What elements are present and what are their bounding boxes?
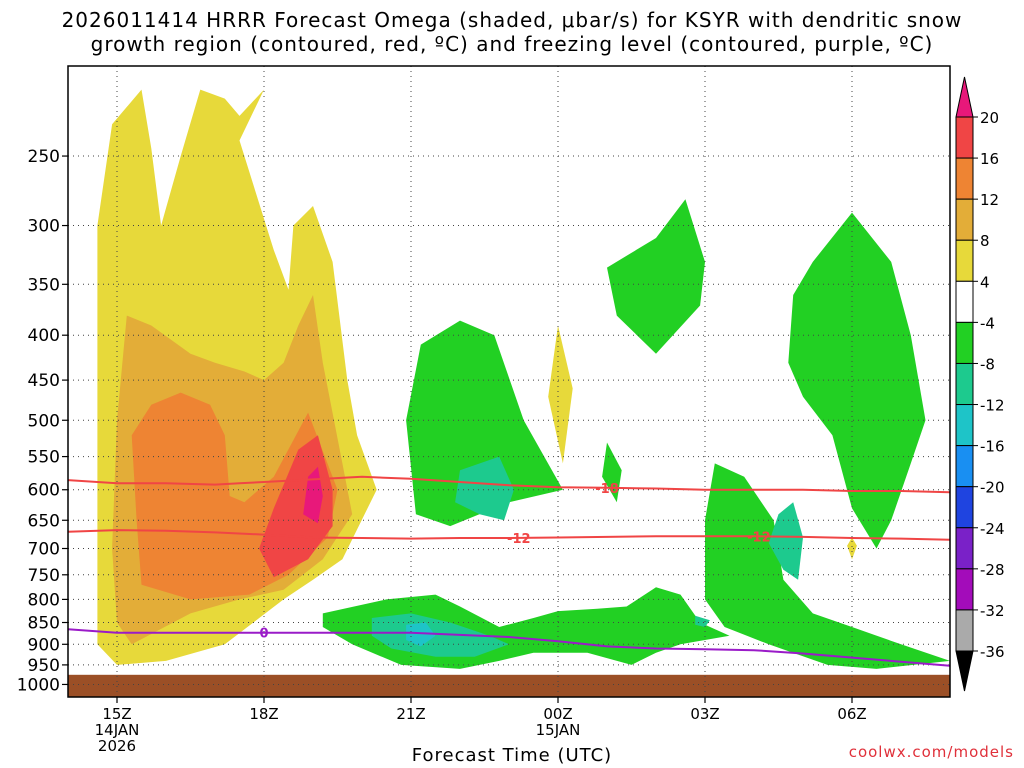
colorbar-label: -16 bbox=[980, 438, 1005, 456]
y-tick-label: 300 bbox=[28, 217, 60, 237]
y-tick-label: 900 bbox=[28, 635, 60, 655]
contour-line-3 bbox=[68, 628, 950, 667]
colorbar-label: -4 bbox=[980, 314, 995, 332]
colorbar-label: -24 bbox=[980, 520, 1005, 538]
y-tick-label: 600 bbox=[28, 481, 60, 501]
colorbar-swatch bbox=[955, 527, 974, 570]
omega-region-14 bbox=[768, 502, 803, 580]
y-tick-label: 950 bbox=[28, 656, 60, 676]
colorbar-label: -12 bbox=[980, 397, 1005, 415]
ground-layer bbox=[68, 674, 950, 697]
contour-label: -18 bbox=[595, 482, 619, 497]
x-tick-label: 21Z bbox=[396, 705, 425, 723]
plot-frame bbox=[67, 65, 951, 698]
contour-line-1 bbox=[68, 529, 950, 541]
colorbar-label: 20 bbox=[980, 109, 999, 127]
colorbar-bottom-arrow bbox=[955, 650, 974, 692]
colorbar-swatch bbox=[955, 239, 974, 282]
omega-region-9 bbox=[788, 212, 926, 549]
y-tick-label: 750 bbox=[28, 566, 60, 586]
x-tick-label: 2026 bbox=[98, 737, 136, 755]
omega-region-16 bbox=[695, 615, 710, 627]
omega-region-6 bbox=[847, 537, 857, 560]
omega-region-13 bbox=[455, 456, 514, 521]
y-tick-label: 650 bbox=[28, 511, 60, 531]
x-axis-title: Forecast Time (UTC) bbox=[411, 745, 613, 766]
y-tick-label: 500 bbox=[28, 411, 60, 431]
x-tick-label: 00Z bbox=[543, 705, 572, 723]
y-tick-label: 1000 bbox=[17, 675, 60, 695]
colorbar-swatch bbox=[955, 404, 974, 447]
chart-title-line1: 2026011414 HRRR Forecast Omega (shaded, … bbox=[61, 8, 963, 32]
colorbar-label: 12 bbox=[980, 191, 999, 209]
y-tick-label: 350 bbox=[28, 275, 60, 295]
contour-label: 0 bbox=[259, 627, 268, 642]
y-tick-label: 550 bbox=[28, 448, 60, 468]
colorbar-label: -36 bbox=[980, 643, 1005, 661]
colorbar-swatch bbox=[955, 568, 974, 611]
x-tick-label: 18Z bbox=[249, 705, 278, 723]
contour-label: -12 bbox=[507, 532, 531, 547]
y-tick-label: 450 bbox=[28, 371, 60, 391]
contour-label: -12 bbox=[747, 530, 771, 545]
contour-line-0 bbox=[68, 475, 950, 494]
omega-region-10 bbox=[705, 463, 950, 669]
colorbar-label: 16 bbox=[980, 150, 999, 168]
colorbar-label: -28 bbox=[980, 561, 1005, 579]
colorbar-swatch bbox=[955, 157, 974, 200]
y-tick-label: 800 bbox=[28, 590, 60, 610]
x-tick-label: 15JAN bbox=[536, 721, 581, 739]
colorbar-label: -8 bbox=[980, 355, 995, 373]
omega-region-17 bbox=[406, 622, 436, 647]
chart-title-line2: growth region (contoured, red, ºC) and f… bbox=[90, 32, 934, 56]
colorbar-swatch bbox=[955, 321, 974, 364]
colorbar-top-arrow bbox=[955, 76, 974, 118]
omega-region-8 bbox=[607, 199, 705, 354]
colorbar-swatch bbox=[955, 362, 974, 406]
x-tick-label: 15Z bbox=[102, 705, 131, 723]
colorbar-swatch bbox=[955, 486, 974, 529]
colorbar-swatch bbox=[955, 609, 974, 652]
colorbar-label: -32 bbox=[980, 602, 1005, 620]
colorbar-label: 8 bbox=[980, 232, 990, 250]
colorbar-swatch bbox=[955, 198, 974, 241]
colorbar-swatch bbox=[955, 445, 974, 488]
y-tick-label: 250 bbox=[28, 147, 60, 167]
y-tick-label: 850 bbox=[28, 614, 60, 634]
omega-region-7 bbox=[406, 320, 563, 527]
colorbar-label: -20 bbox=[980, 479, 1005, 497]
omega-region-15 bbox=[371, 613, 509, 657]
omega-region-4 bbox=[303, 466, 323, 524]
y-tick-label: 400 bbox=[28, 326, 60, 346]
colorbar-label: 4 bbox=[980, 273, 990, 291]
x-tick-label: 06Z bbox=[837, 705, 866, 723]
x-tick-label: 03Z bbox=[690, 705, 719, 723]
x-tick-label: 14JAN bbox=[95, 721, 140, 739]
credit-link[interactable]: coolwx.com/models bbox=[848, 743, 1014, 761]
plot-area: -18 -12 -12 0 bbox=[68, 66, 950, 697]
colorbar-swatch bbox=[955, 280, 974, 323]
colorbar-swatch bbox=[955, 116, 974, 159]
omega-region-5 bbox=[548, 325, 573, 464]
y-tick-label: 700 bbox=[28, 540, 60, 560]
